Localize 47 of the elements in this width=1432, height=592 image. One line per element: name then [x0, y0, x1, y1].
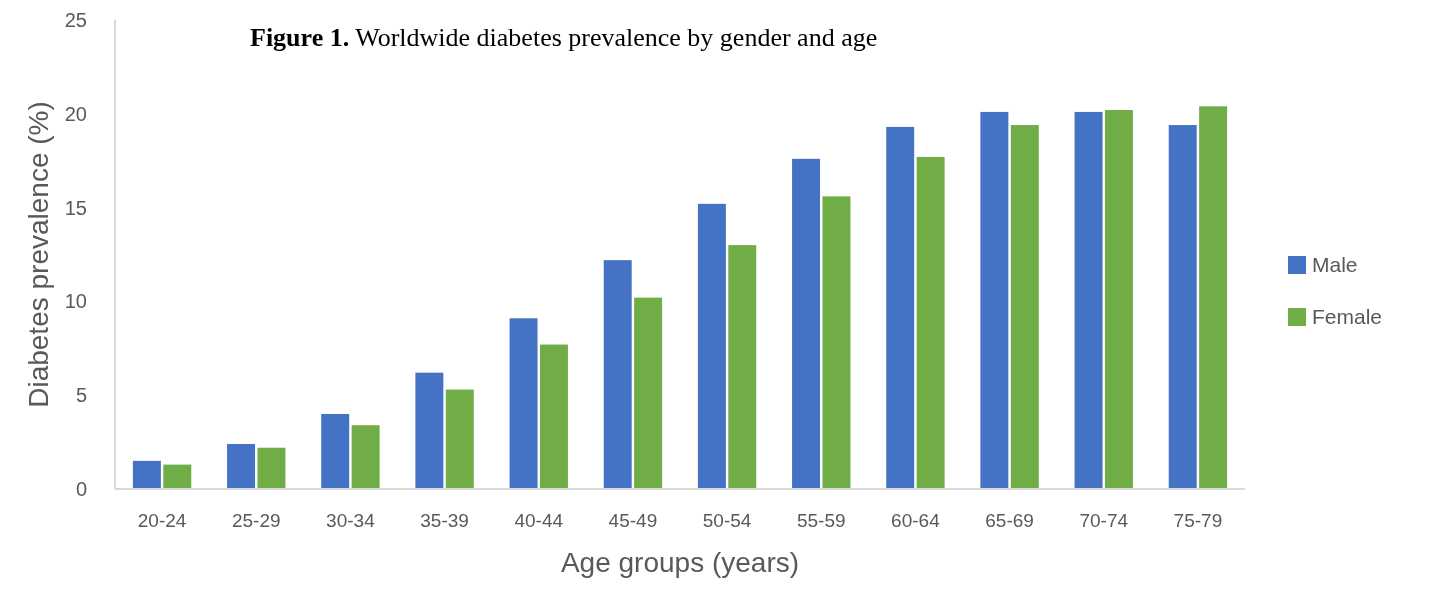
bar — [1199, 106, 1228, 489]
bar — [415, 372, 444, 489]
bar — [1010, 125, 1039, 489]
bar — [916, 156, 945, 489]
y-tick-label: 25 — [64, 9, 87, 31]
bar — [886, 126, 915, 489]
bar — [822, 196, 851, 489]
y-tick-label: 10 — [64, 290, 87, 313]
x-tick-label: 55-59 — [796, 510, 846, 531]
bar — [351, 425, 380, 489]
x-tick-label: 40-44 — [514, 510, 564, 531]
bar — [697, 203, 726, 489]
bar — [257, 447, 286, 489]
bar — [634, 297, 663, 489]
bar — [1074, 111, 1103, 489]
x-tick-label: 45-49 — [608, 510, 658, 531]
y-tick-label: 0 — [75, 478, 87, 500]
bar — [603, 260, 632, 489]
x-tick-label: 75-79 — [1173, 510, 1223, 531]
bar — [445, 389, 474, 489]
y-tick-label: 15 — [64, 196, 87, 219]
bar — [321, 413, 350, 489]
bar — [539, 344, 568, 489]
x-tick-label: 25-29 — [231, 510, 281, 531]
bar — [509, 318, 538, 489]
bar — [1104, 110, 1133, 489]
x-tick-label: 60-64 — [891, 510, 941, 531]
y-tick-label: 5 — [75, 384, 87, 407]
bar — [163, 464, 192, 489]
y-axis-title: Diabetes prevalence (%) — [23, 101, 54, 408]
bar — [132, 460, 161, 489]
chart-title: Figure 1. Worldwide diabetes prevalence by gender and age — [250, 23, 878, 52]
x-tick-label: 70-74 — [1079, 510, 1129, 531]
x-tick-label: 35-39 — [420, 510, 469, 531]
x-tick-label: 65-69 — [985, 510, 1034, 531]
x-axis-title: Age groups (years) — [560, 547, 800, 578]
bar — [728, 245, 757, 489]
legend-label: Male — [1312, 253, 1358, 277]
bar — [1168, 125, 1197, 489]
x-tick-label: 50-54 — [702, 510, 752, 531]
bar — [227, 443, 256, 489]
bar — [792, 158, 821, 489]
legend-label: Female — [1312, 305, 1383, 329]
y-tick-label: 20 — [64, 102, 87, 125]
x-tick-label: 30-34 — [326, 510, 376, 531]
x-tick-label: 20-24 — [137, 510, 187, 531]
bar — [980, 111, 1009, 489]
